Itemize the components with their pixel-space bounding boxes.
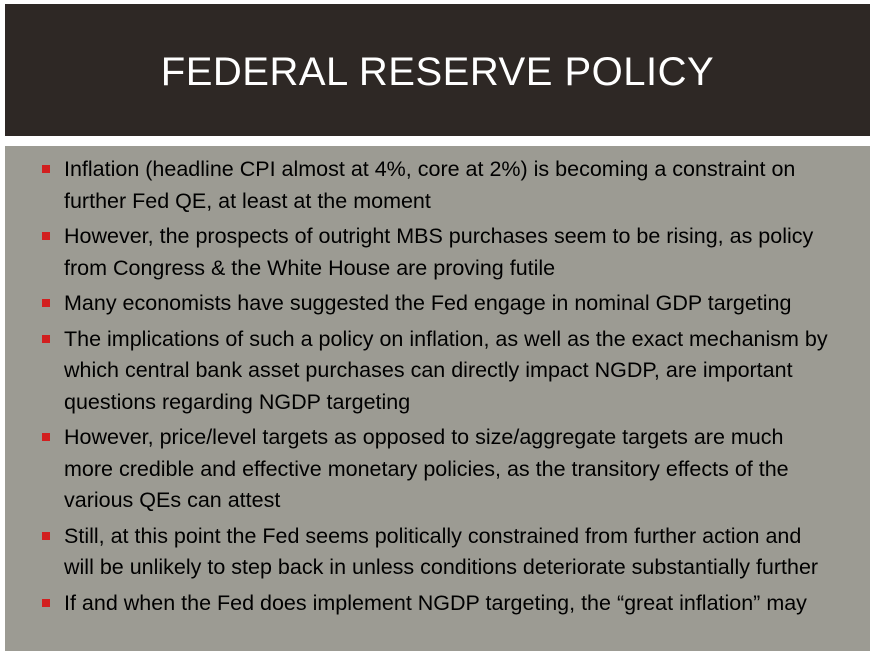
bullet-text: Many economists have suggested the Fed e… — [64, 291, 792, 315]
bullet-text: The implications of such a policy on inf… — [64, 326, 828, 414]
square-bullet-icon — [42, 433, 50, 441]
bullet-item: The implications of such a policy on inf… — [42, 324, 832, 419]
square-bullet-icon — [42, 299, 50, 307]
bullet-text: However, the prospects of outright MBS p… — [64, 224, 814, 280]
square-bullet-icon — [42, 334, 50, 343]
bullet-item: Inflation (headline CPI almost at 4%, co… — [42, 154, 832, 217]
bullet-item: Still, at this point the Fed seems polit… — [42, 521, 832, 584]
bullet-text: If and when the Fed does implement NGDP … — [64, 590, 807, 615]
bullet-list: Inflation (headline CPI almost at 4%, co… — [42, 154, 832, 623]
square-bullet-icon — [42, 165, 50, 173]
bullet-item: However, the prospects of outright MBS p… — [42, 221, 832, 284]
bullet-item: However, price/level targets as opposed … — [42, 422, 832, 517]
bullet-text: Still, at this point the Fed seems polit… — [64, 523, 819, 580]
title-bar: FEDERAL RESERVE POLICY — [5, 4, 870, 136]
slide-title: FEDERAL RESERVE POLICY — [160, 50, 715, 94]
square-bullet-icon — [42, 232, 50, 240]
square-bullet-icon — [42, 598, 50, 607]
bullet-item: Many economists have suggested the Fed e… — [42, 288, 832, 320]
square-bullet-icon — [42, 531, 50, 540]
bullet-item: If and when the Fed does implement NGDP … — [42, 588, 832, 620]
bullet-text: However, price/level targets as opposed … — [64, 425, 789, 512]
bullet-text: Inflation (headline CPI almost at 4%, co… — [64, 157, 796, 213]
content-panel: Inflation (headline CPI almost at 4%, co… — [5, 146, 870, 651]
